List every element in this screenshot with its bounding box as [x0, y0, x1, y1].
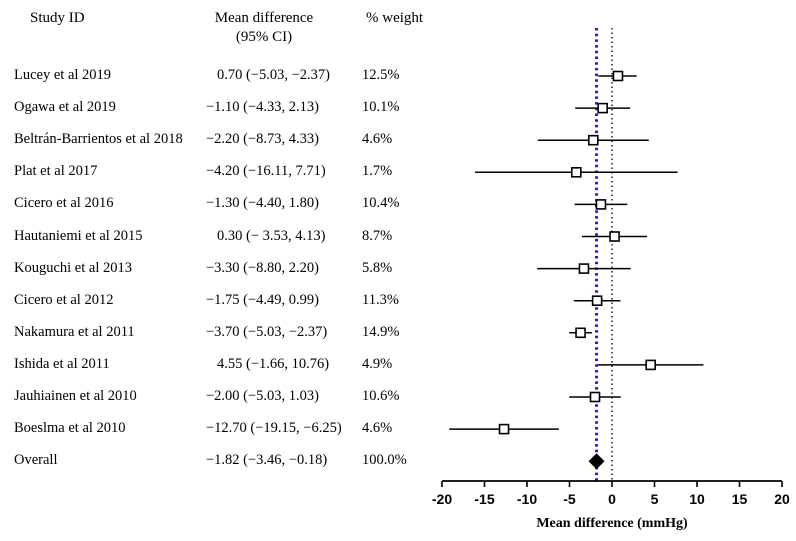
x-axis-title: Mean difference (mmHg)	[536, 516, 688, 531]
study-label: Lucey et al 2019	[14, 67, 112, 83]
point-estimate-marker	[589, 391, 601, 403]
point-estimate-marker	[498, 423, 510, 435]
overall-diamond	[588, 453, 605, 470]
weight-value: 4.6%	[362, 420, 393, 437]
study-label: Hautaniemi et al 2015	[14, 227, 143, 244]
point-estimate-marker	[609, 231, 620, 242]
point-estimate-marker	[575, 327, 586, 339]
weight-value: 4.6%	[362, 131, 393, 148]
header-study-id: Study ID	[30, 10, 85, 26]
weight-value: 10.4%	[362, 195, 400, 212]
overall-ci-value: −1.82 (−3.46, −0.18)	[206, 452, 328, 469]
weight-value: 4.9%	[362, 355, 393, 372]
ci-value: −1.10 (−4.33, 2.13)	[206, 99, 320, 116]
x-tick-label: -20	[432, 491, 452, 507]
weight-value: 8.7%	[362, 227, 393, 244]
overall-study-label: Overall	[14, 452, 58, 469]
point-estimate-marker	[570, 167, 582, 178]
study-label: Ishida et al 2011	[14, 355, 110, 372]
weight-value: 5.8%	[362, 259, 393, 276]
x-tick-label: -10	[517, 491, 537, 507]
header-weight: % weight	[366, 10, 424, 26]
ci-value: −3.30 (−8.80, 2.20)	[206, 259, 320, 276]
study-label: Cicero et al 2012	[14, 291, 114, 308]
ci-value: −1.75 (−4.49, 0.99)	[206, 291, 320, 308]
point-estimate-marker	[591, 295, 603, 307]
ci-value: 4.55 (−1.66, 10.76)	[217, 355, 330, 372]
overall-weight-value: 100.0%	[362, 452, 407, 469]
point-estimate-marker	[587, 134, 599, 146]
weight-value: 14.9%	[362, 323, 400, 340]
x-tick-label: 15	[732, 491, 748, 507]
x-tick-label: -5	[563, 491, 576, 507]
point-estimate-marker	[612, 70, 624, 82]
point-estimate-marker	[595, 199, 607, 210]
study-label: Cicero et al 2016	[14, 195, 114, 212]
ci-value: −1.30 (−4.40, 1.80)	[206, 195, 320, 212]
x-tick-label: 10	[689, 491, 705, 507]
ci-value: −4.20 (−16.11, 7.71)	[206, 163, 326, 180]
point-estimate-marker	[578, 263, 590, 274]
study-label: Nakamura et al 2011	[14, 323, 135, 340]
point-estimate-marker	[645, 359, 656, 371]
x-tick-label: 5	[651, 491, 659, 507]
x-tick-label: -15	[474, 491, 494, 507]
ci-value: −2.20 (−8.73, 4.33)	[206, 131, 320, 148]
ci-value: 0.70 (−5.03, −2.37)	[217, 67, 331, 83]
ci-value: −2.00 (−5.03, 1.03)	[206, 388, 320, 404]
x-tick-label: 0	[608, 491, 616, 507]
point-estimate-marker	[597, 102, 608, 114]
ci-value: −12.70 (−19.15, −6.25)	[206, 420, 342, 437]
ci-value: −3.70 (−5.03, −2.37)	[206, 323, 328, 340]
study-label: Boeslma et al 2010	[14, 420, 126, 437]
study-label: Jauhiainen et al 2010	[14, 388, 137, 404]
header-ci-label: (95% CI)	[235, 29, 293, 45]
x-tick-label: 20	[774, 491, 790, 507]
weight-value: 11.3%	[362, 291, 399, 308]
study-label: Plat et al 2017	[14, 163, 98, 180]
weight-value: 1.7%	[362, 163, 393, 180]
header-mean-difference: Mean difference (95% CI)	[204, 9, 324, 47]
header-mean-difference-label: Mean difference	[214, 10, 314, 26]
weight-value: 10.1%	[362, 99, 400, 116]
study-label: Ogawa et al 2019	[14, 99, 116, 116]
study-label: Beltrán-Barrientos et al 2018	[14, 131, 183, 148]
study-label: Kouguchi et al 2013	[14, 259, 132, 276]
ci-value: 0.30 (− 3.53, 4.13)	[217, 227, 326, 244]
weight-value: 12.5%	[362, 67, 400, 83]
weight-value: 10.6%	[362, 388, 400, 404]
